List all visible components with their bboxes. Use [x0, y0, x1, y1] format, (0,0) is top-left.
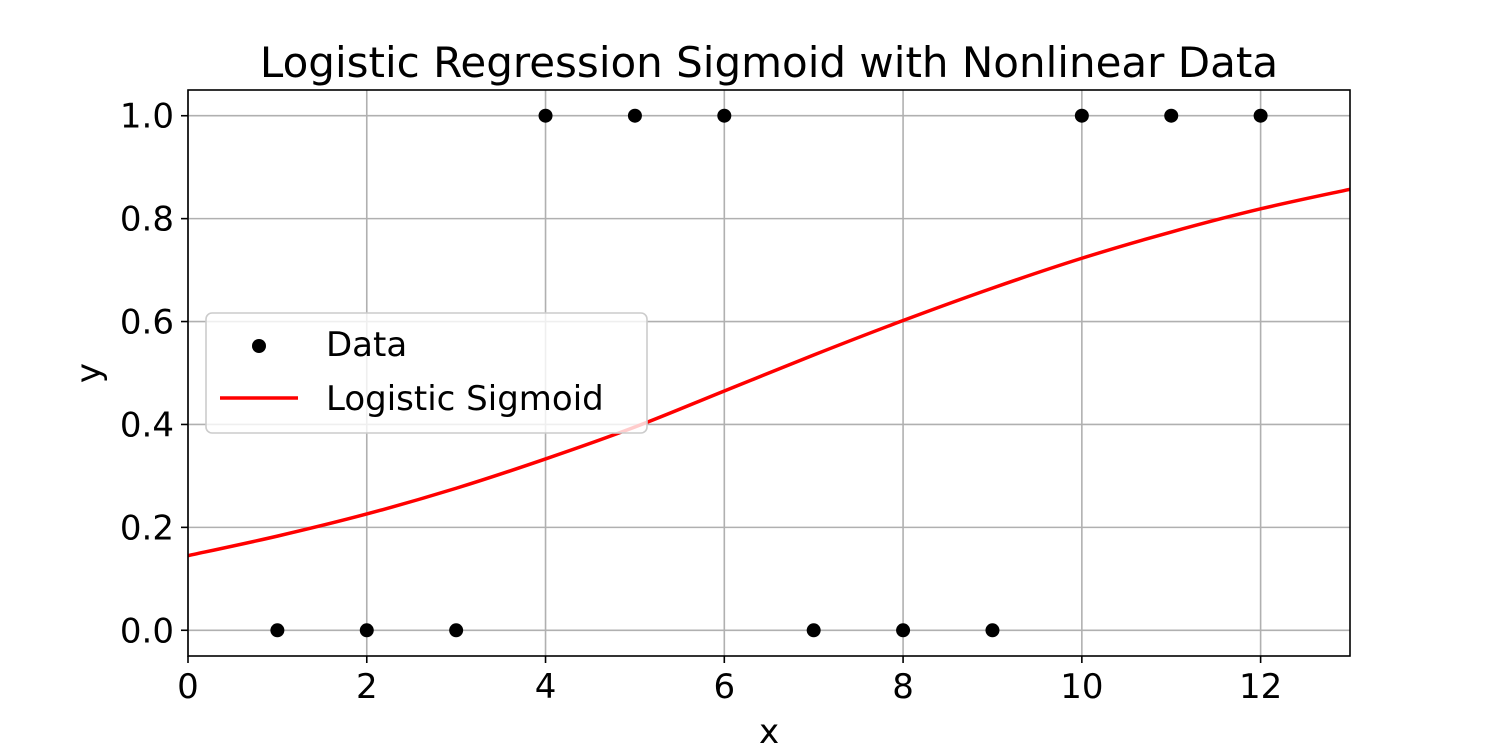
- x-tick-label: 10: [1060, 667, 1103, 707]
- chart-title: Logistic Regression Sigmoid with Nonline…: [260, 38, 1278, 87]
- y-tick-label: 0.6: [120, 303, 174, 343]
- y-tick-label: 1.0: [120, 97, 174, 137]
- axes-frame: [187, 89, 1351, 657]
- x-tick-label: 12: [1239, 667, 1282, 707]
- x-tick-label: 6: [713, 667, 735, 707]
- axis-ticks: 0 2 4 6 8 10 12 0.0 0.2 0.4 0.6 0.8 1.0: [120, 97, 1282, 707]
- y-tick-label: 0.2: [120, 508, 174, 548]
- data-point: [270, 623, 285, 638]
- x-tick-label: 8: [892, 667, 914, 707]
- legend-box: [205, 312, 648, 434]
- data-point: [717, 108, 732, 123]
- data-point: [985, 623, 1000, 638]
- x-tick-label: 0: [177, 667, 199, 707]
- data-point: [1164, 108, 1179, 123]
- x-tick-label: 2: [356, 667, 378, 707]
- y-tick-label: 0.4: [120, 405, 174, 445]
- legend: Data Logistic Sigmoid: [205, 312, 648, 434]
- legend-label-sigmoid: Logistic Sigmoid: [326, 379, 604, 419]
- data-point: [1253, 108, 1268, 123]
- y-axis-label: y: [69, 363, 109, 383]
- y-tick-label: 0.8: [120, 200, 174, 240]
- legend-label-data: Data: [326, 325, 407, 365]
- plot-area: [187, 108, 1351, 638]
- data-point: [449, 623, 464, 638]
- data-point: [1074, 108, 1089, 123]
- data-point: [359, 623, 374, 638]
- x-tick-label: 4: [535, 667, 557, 707]
- data-point: [538, 108, 553, 123]
- data-point: [627, 108, 642, 123]
- y-tick-label: 0.0: [120, 611, 174, 651]
- legend-marker-data: [252, 339, 266, 353]
- data-point: [896, 623, 911, 638]
- x-axis-label: x: [759, 712, 779, 750]
- sigmoid-line: [187, 187, 1351, 558]
- data-point: [806, 623, 821, 638]
